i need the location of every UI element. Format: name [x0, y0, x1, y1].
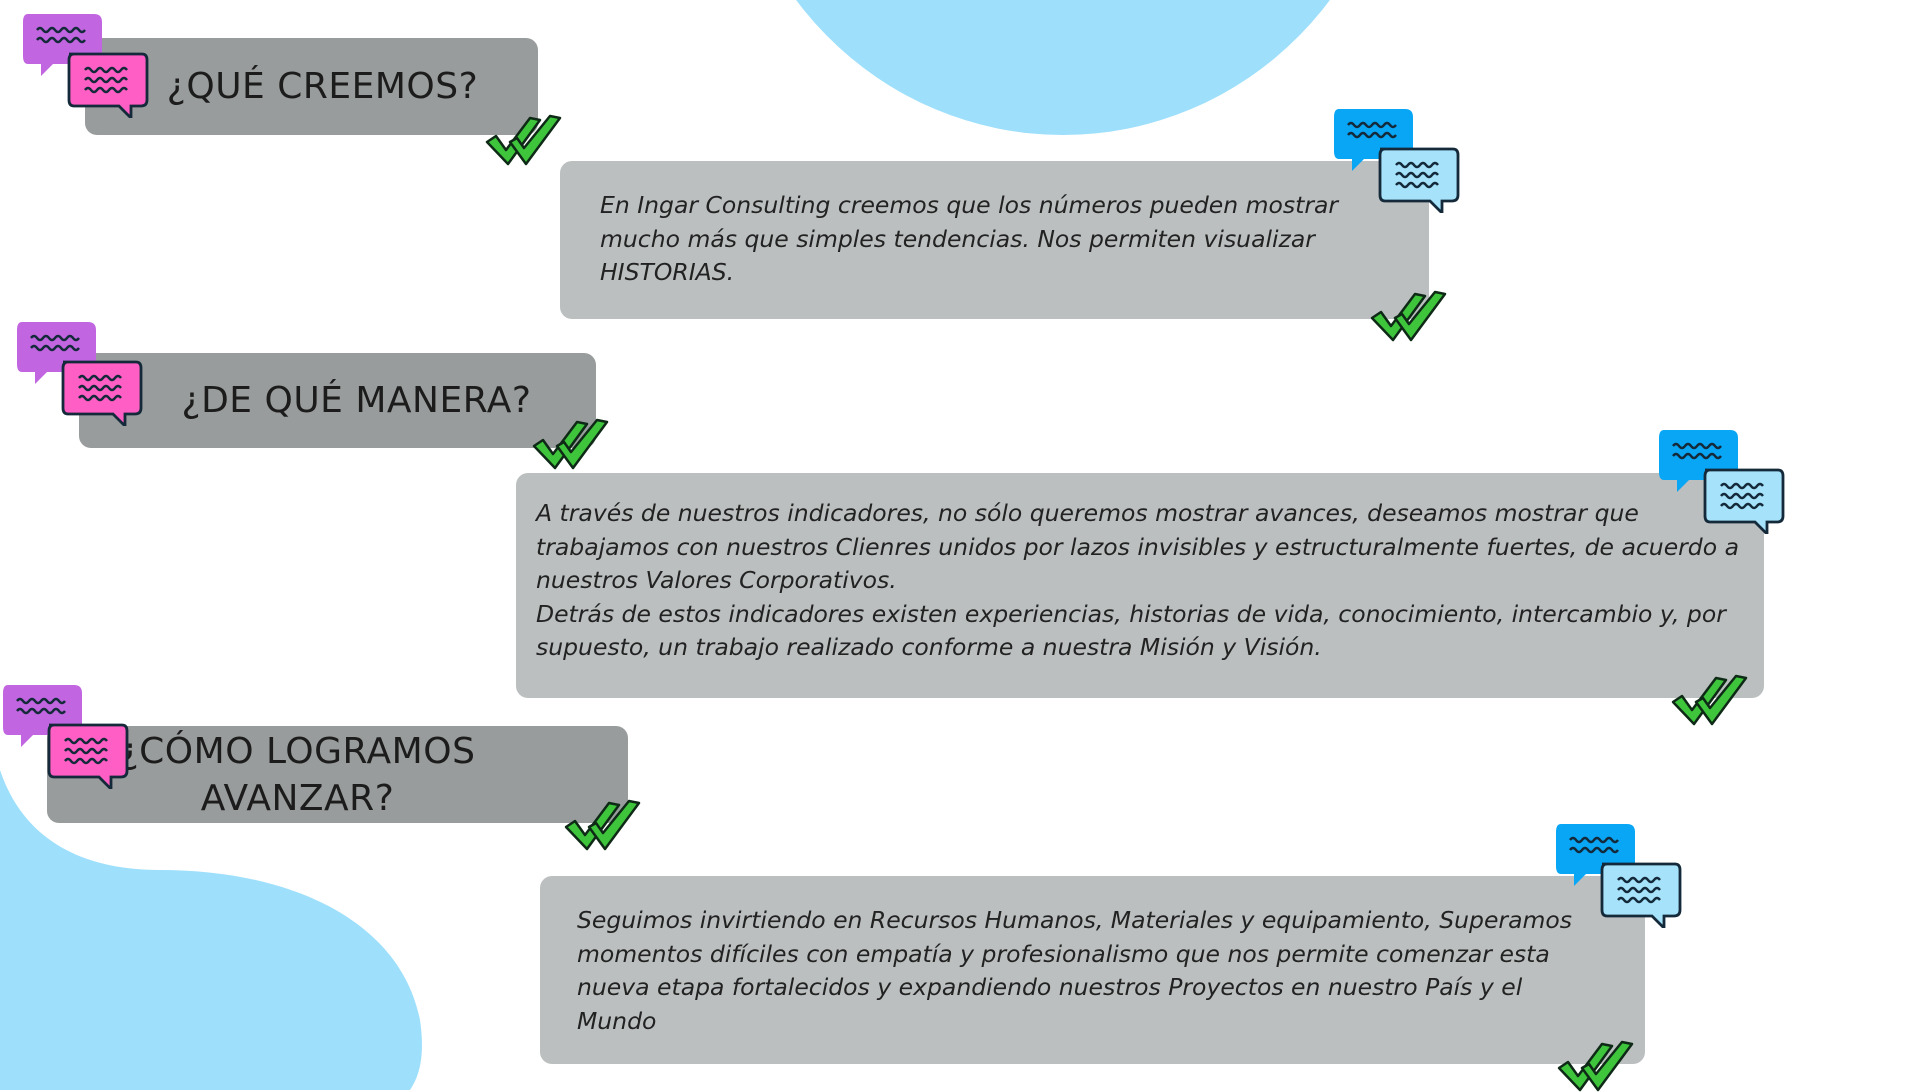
heading-label: ¿DE QUÉ MANERA? [181, 380, 532, 421]
section-heading-como-logramos-avanzar: ¿CÓMO LOGRAMOS AVANZAR? [47, 726, 628, 823]
answer-paragraph: En Ingar Consulting creemos que los núme… [600, 191, 1339, 286]
chat-bubbles-pink-icon [0, 683, 130, 789]
double-check-icon [531, 416, 609, 470]
double-check-icon [1556, 1038, 1634, 1092]
chat-bubbles-blue-icon [1331, 107, 1461, 213]
section-heading-que-creemos: ¿QUÉ CREEMOS? [85, 38, 538, 135]
double-check-icon [484, 112, 562, 166]
chat-bubbles-pink-icon [20, 12, 150, 118]
answer-paragraph: Seguimos invirtiendo en Recursos Humanos… [577, 906, 1573, 1035]
double-check-icon [1369, 288, 1447, 342]
double-check-icon [1670, 672, 1748, 726]
decorative-blob-top [728, 0, 1398, 135]
answer-bubble-de-que-manera: A través de nuestros indicadores, no sól… [516, 473, 1764, 698]
chat-bubbles-blue-icon [1656, 428, 1786, 534]
heading-label: ¿QUÉ CREEMOS? [166, 66, 479, 107]
heading-label: ¿CÓMO LOGRAMOS AVANZAR? [119, 730, 476, 819]
answer-paragraph: Detrás de estos indicadores existen expe… [536, 599, 1726, 662]
answer-bubble-que-creemos: En Ingar Consulting creemos que los núme… [560, 161, 1429, 319]
section-heading-de-que-manera: ¿DE QUÉ MANERA? [79, 353, 596, 448]
decorative-blob-bottom [0, 770, 422, 1090]
double-check-icon [563, 797, 641, 851]
answer-bubble-como-logramos-avanzar: Seguimos invirtiendo en Recursos Humanos… [540, 876, 1645, 1064]
answer-paragraph: A través de nuestros indicadores, no sól… [536, 499, 1739, 594]
chat-bubbles-blue-icon [1553, 822, 1683, 928]
chat-bubbles-pink-icon [14, 320, 144, 426]
